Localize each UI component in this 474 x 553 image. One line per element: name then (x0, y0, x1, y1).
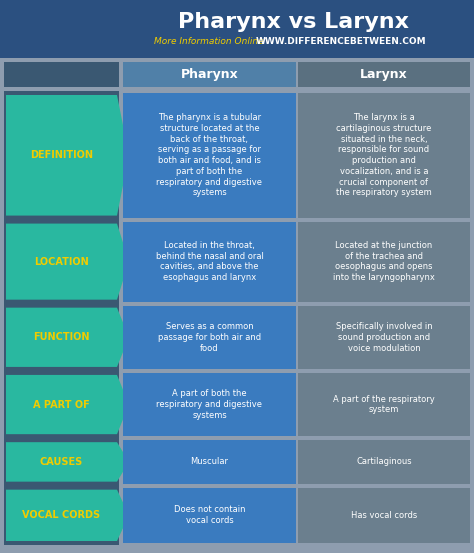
Text: The larynx is a
cartilaginous structure
situated in the neck,
responsible for so: The larynx is a cartilaginous structure … (336, 113, 432, 197)
Polygon shape (6, 442, 129, 482)
FancyBboxPatch shape (4, 91, 119, 545)
Text: The pharynx is a tubular
structure located at the
back of the throat,
serving as: The pharynx is a tubular structure locat… (156, 113, 263, 197)
Text: Specifically involved in
sound production and
voice modulation: Specifically involved in sound productio… (336, 322, 432, 353)
FancyBboxPatch shape (298, 306, 470, 369)
Text: Serves as a common
passage for both air and
food: Serves as a common passage for both air … (158, 322, 261, 353)
FancyBboxPatch shape (123, 62, 296, 87)
Text: Muscular: Muscular (191, 457, 228, 466)
Text: DEFINITION: DEFINITION (30, 150, 93, 160)
Text: Pharynx vs Larynx: Pharynx vs Larynx (178, 12, 410, 32)
Polygon shape (6, 307, 129, 367)
Polygon shape (6, 223, 129, 300)
Text: More Information Online: More Information Online (154, 37, 264, 46)
Text: VOCAL CORDS: VOCAL CORDS (22, 510, 100, 520)
Text: WWW.DIFFERENCEBETWEEN.COM: WWW.DIFFERENCEBETWEEN.COM (256, 37, 427, 46)
Polygon shape (6, 375, 129, 434)
Text: CAUSES: CAUSES (40, 457, 83, 467)
FancyBboxPatch shape (0, 0, 474, 58)
FancyBboxPatch shape (298, 93, 470, 217)
FancyBboxPatch shape (4, 62, 119, 87)
FancyBboxPatch shape (123, 373, 296, 436)
Text: Pharynx: Pharynx (181, 68, 238, 81)
Text: Located in the throat,
behind the nasal and oral
cavities, and above the
esophag: Located in the throat, behind the nasal … (155, 241, 264, 282)
Text: LOCATION: LOCATION (34, 257, 89, 267)
FancyBboxPatch shape (298, 488, 470, 543)
Text: Cartilaginous: Cartilaginous (356, 457, 412, 466)
Text: A part of the respiratory
system: A part of the respiratory system (333, 395, 435, 414)
FancyBboxPatch shape (123, 488, 296, 543)
FancyBboxPatch shape (298, 62, 470, 87)
FancyBboxPatch shape (123, 93, 296, 217)
Text: A part of both the
respiratory and digestive
systems: A part of both the respiratory and diges… (156, 389, 263, 420)
FancyBboxPatch shape (123, 440, 296, 484)
FancyBboxPatch shape (298, 373, 470, 436)
Text: FUNCTION: FUNCTION (33, 332, 90, 342)
Polygon shape (6, 489, 129, 541)
FancyBboxPatch shape (298, 222, 470, 301)
Text: Located at the junction
of the trachea and
oesophagus and opens
into the laryngo: Located at the junction of the trachea a… (333, 241, 435, 282)
Text: Does not contain
vocal cords: Does not contain vocal cords (174, 505, 245, 525)
Text: Larynx: Larynx (360, 68, 408, 81)
Polygon shape (6, 95, 129, 216)
FancyBboxPatch shape (123, 306, 296, 369)
FancyBboxPatch shape (123, 222, 296, 301)
Text: A PART OF: A PART OF (33, 400, 90, 410)
FancyBboxPatch shape (298, 440, 470, 484)
Text: Has vocal cords: Has vocal cords (351, 511, 417, 520)
